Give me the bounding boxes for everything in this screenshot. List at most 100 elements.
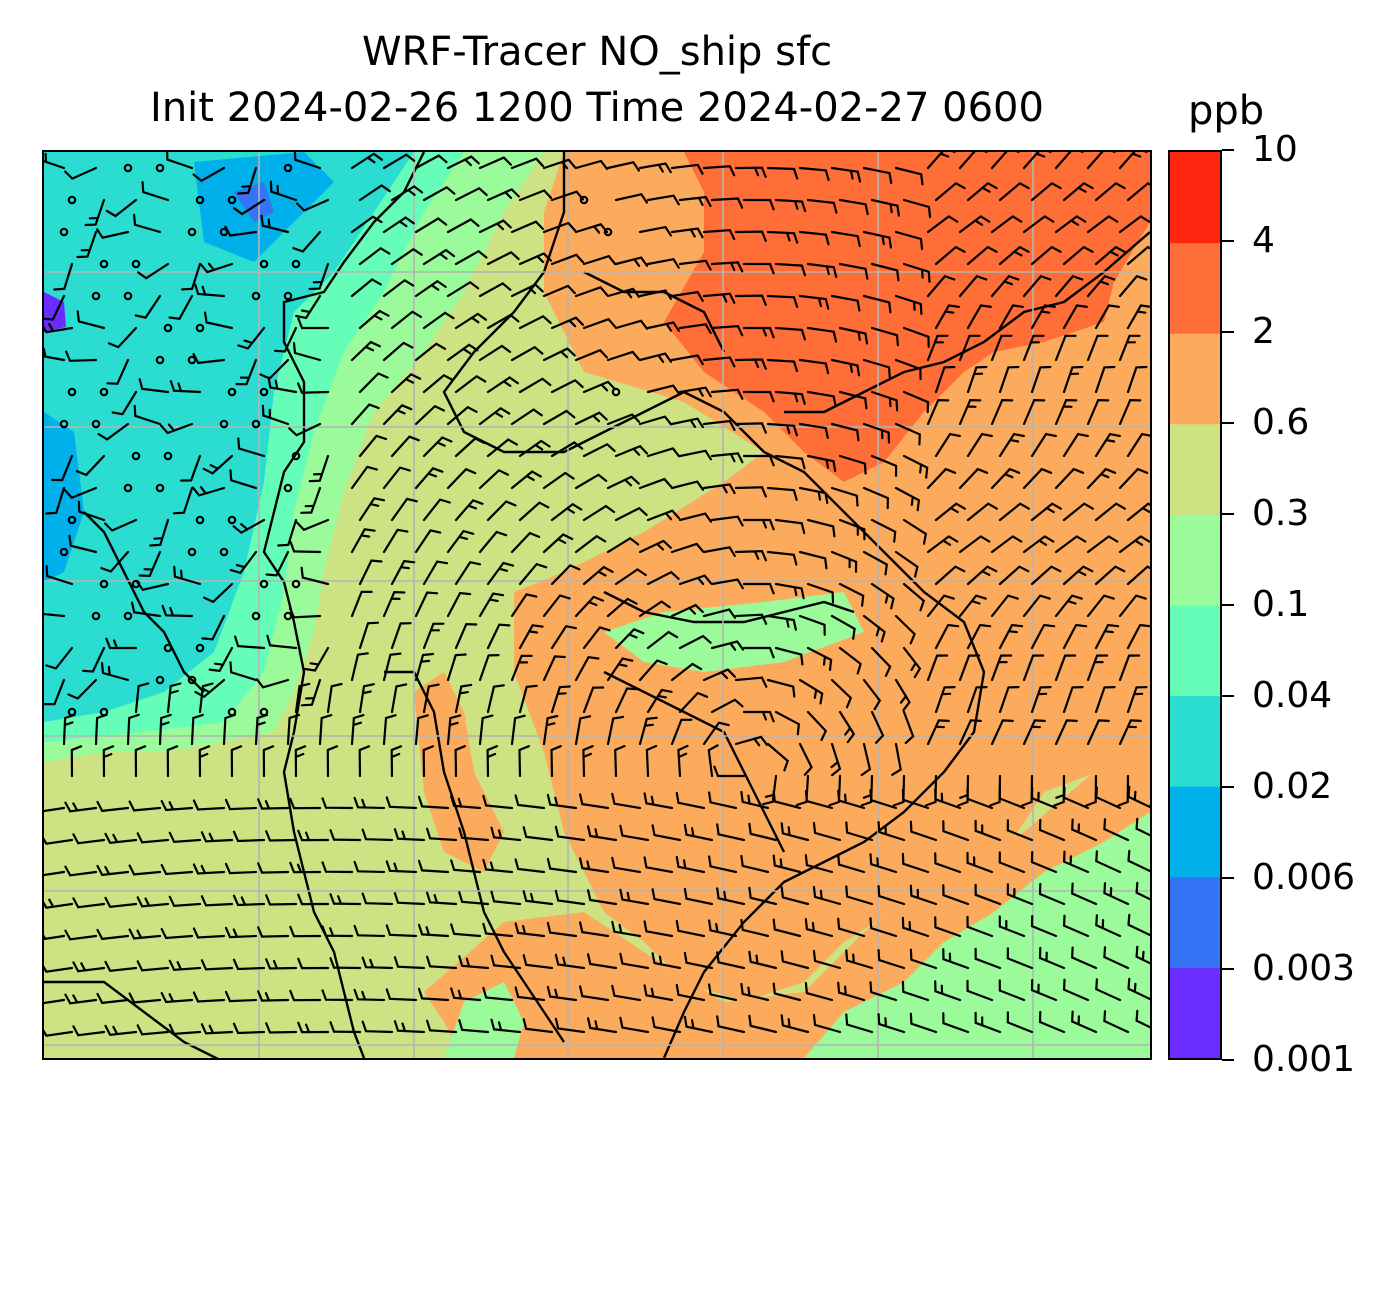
wind-barb bbox=[574, 534, 607, 554]
wind-barb bbox=[838, 518, 866, 541]
wind-barb bbox=[385, 924, 418, 938]
wind-barb bbox=[646, 630, 679, 650]
wind-barb bbox=[297, 829, 330, 842]
wind-barb bbox=[894, 358, 922, 381]
wind-barb bbox=[643, 856, 674, 874]
wind-barb bbox=[1022, 398, 1046, 426]
wind-barb bbox=[277, 518, 298, 547]
wind-barb bbox=[104, 896, 138, 908]
calm-wind-marker bbox=[59, 547, 69, 557]
wind-barb bbox=[774, 326, 806, 341]
wind-barb bbox=[353, 860, 386, 874]
wind-barb bbox=[286, 713, 301, 746]
wind-barb bbox=[646, 384, 681, 395]
wind-barb bbox=[869, 917, 898, 938]
wind-barb bbox=[837, 917, 866, 938]
wind-barb bbox=[870, 646, 892, 677]
wind-barb bbox=[200, 831, 234, 843]
wind-barb bbox=[1062, 623, 1088, 650]
calm-wind-marker bbox=[99, 579, 109, 589]
wind-barb bbox=[734, 735, 769, 747]
wind-barb bbox=[902, 198, 932, 219]
wind-barb bbox=[1095, 786, 1122, 810]
wind-barb bbox=[957, 774, 970, 807]
wind-barb bbox=[766, 230, 799, 244]
wind-barb bbox=[1094, 502, 1126, 522]
wind-barb bbox=[353, 924, 386, 938]
wind-barb bbox=[683, 1015, 714, 1034]
wind-barb bbox=[1135, 881, 1150, 901]
wind-barb bbox=[678, 195, 712, 208]
wind-barb bbox=[989, 774, 1002, 807]
wind-barb bbox=[308, 454, 330, 483]
calm-wind-marker bbox=[195, 643, 205, 653]
wind-barb bbox=[845, 949, 874, 970]
wind-barb bbox=[361, 892, 394, 906]
wind-barb bbox=[748, 822, 778, 842]
wind-barb bbox=[1022, 594, 1051, 618]
wind-barb bbox=[478, 156, 512, 170]
wind-barb bbox=[1062, 365, 1084, 394]
wind-barb bbox=[1030, 915, 1058, 938]
wind-barb bbox=[926, 467, 957, 490]
wind-barb bbox=[901, 980, 930, 1002]
wind-barb bbox=[1118, 398, 1142, 426]
wind-barb bbox=[780, 1014, 810, 1034]
wind-barb bbox=[482, 922, 514, 938]
wind-barb bbox=[990, 594, 1019, 618]
wind-barb bbox=[96, 800, 130, 813]
wind-barb bbox=[1054, 334, 1077, 362]
wind-barb bbox=[798, 230, 830, 246]
wind-barb bbox=[326, 745, 339, 778]
wind-barb bbox=[382, 714, 397, 746]
wind-barb bbox=[160, 991, 194, 1004]
wind-barb bbox=[486, 745, 498, 778]
colorbar-tick-label: 0.1 bbox=[1252, 584, 1310, 625]
wind-barb bbox=[160, 799, 194, 812]
wind-barb bbox=[446, 280, 480, 298]
wind-barb bbox=[710, 515, 744, 527]
wind-barb bbox=[414, 404, 446, 426]
wind-barb bbox=[237, 326, 266, 350]
wind-barb bbox=[1135, 1009, 1150, 1029]
wind-barb bbox=[522, 1018, 554, 1034]
calm-wind-marker bbox=[283, 163, 293, 173]
wind-barb bbox=[942, 884, 970, 906]
wind-barb bbox=[454, 622, 478, 650]
wind-barb bbox=[926, 274, 956, 298]
wind-barb bbox=[734, 676, 768, 688]
wind-barb bbox=[382, 528, 409, 554]
wind-barb bbox=[1022, 152, 1052, 170]
wind-barb bbox=[542, 655, 566, 682]
wind-barb bbox=[1030, 181, 1062, 202]
wind-barb bbox=[678, 634, 712, 650]
wind-barb bbox=[748, 950, 778, 970]
wind-barb bbox=[198, 745, 211, 778]
wind-barb bbox=[774, 262, 807, 277]
wind-barb bbox=[766, 550, 798, 566]
wind-barb bbox=[958, 215, 991, 234]
wind-barb bbox=[158, 713, 172, 746]
colorbar-tick bbox=[1222, 1059, 1234, 1061]
wind-barb bbox=[203, 311, 234, 330]
wind-barb bbox=[63, 486, 98, 500]
wind-barb bbox=[160, 863, 194, 876]
wind-barb bbox=[486, 438, 518, 458]
wind-barb bbox=[44, 870, 66, 877]
calm-wind-marker bbox=[123, 291, 133, 301]
wind-barb bbox=[542, 533, 574, 554]
wind-barb bbox=[675, 983, 706, 1002]
colorbar-swatch bbox=[1170, 152, 1220, 244]
wind-barb bbox=[804, 790, 834, 810]
wind-barb bbox=[740, 982, 770, 1002]
wind-barb bbox=[1071, 946, 1098, 970]
wind-barb bbox=[958, 152, 988, 170]
wind-barb bbox=[235, 358, 258, 386]
wind-barb bbox=[678, 691, 709, 714]
wind-barb bbox=[81, 646, 106, 673]
wind-barb bbox=[478, 592, 505, 618]
wind-barb bbox=[582, 442, 616, 458]
wind-barb bbox=[798, 742, 813, 776]
wind-barb bbox=[606, 597, 638, 618]
wind-barb bbox=[200, 1023, 234, 1035]
